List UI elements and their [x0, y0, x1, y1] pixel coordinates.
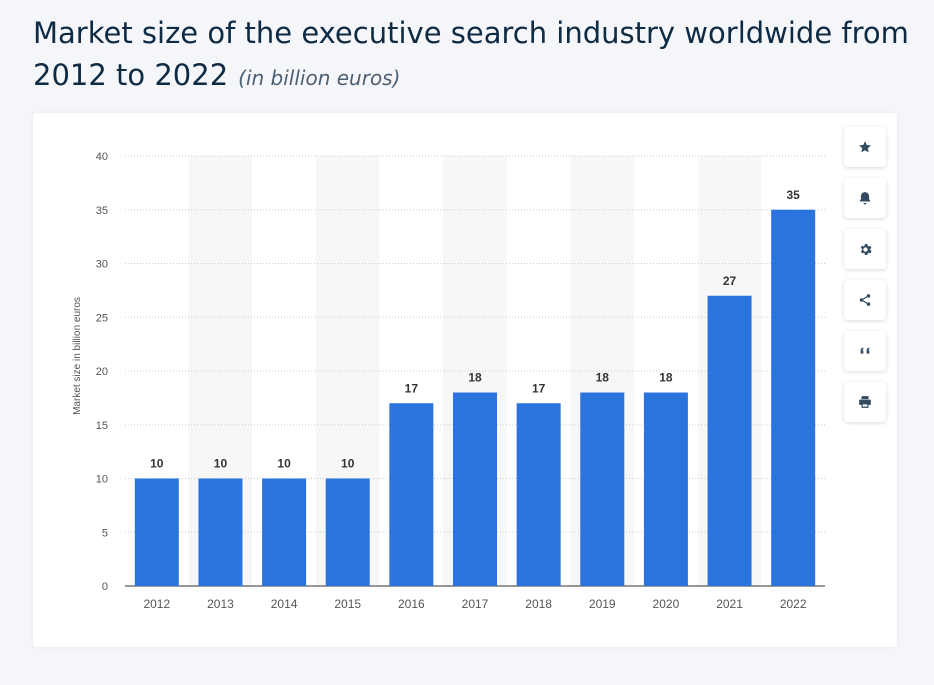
- bar-2019: [580, 392, 625, 586]
- chart-card: 0 5 10 15 20 25 30 35 40 Market size in billion e…: [33, 113, 897, 647]
- y-tick-label: 0: [102, 581, 108, 593]
- print-icon: [859, 396, 871, 408]
- x-tick-label-2014: 2014: [271, 597, 298, 611]
- y-axis-title: Market size in billion euros: [72, 297, 83, 415]
- cite-button[interactable]: [844, 331, 886, 371]
- x-tick-label-2012: 2012: [143, 597, 170, 611]
- x-tick-label-2019: 2019: [589, 597, 616, 611]
- data-label-2018: 17: [532, 381, 546, 395]
- gear-icon: [860, 243, 872, 255]
- x-tick-label-2013: 2013: [207, 597, 234, 611]
- data-label-2019: 18: [596, 371, 610, 385]
- chart-toolbar: [844, 127, 886, 433]
- x-tick-label-2017: 2017: [462, 597, 489, 611]
- share-icon: [859, 294, 871, 306]
- bar-2021: [707, 295, 752, 586]
- x-tick-label-2020: 2020: [653, 597, 680, 611]
- x-tick-label-2022: 2022: [780, 597, 807, 611]
- notification-button[interactable]: [844, 178, 886, 218]
- bar-2013: [198, 478, 243, 586]
- data-label-2021: 27: [723, 274, 737, 288]
- bar-2014: [262, 478, 307, 586]
- chart-title-text: Market size of the executive search indu…: [33, 16, 909, 92]
- bar-2018: [516, 403, 561, 586]
- data-label-2016: 17: [405, 381, 419, 395]
- x-tick-label-2021: 2021: [716, 597, 743, 611]
- bar-2015: [325, 478, 370, 586]
- y-tick-label: 25: [96, 312, 108, 324]
- bar-2022: [771, 209, 816, 586]
- x-tick-label-2018: 2018: [525, 597, 552, 611]
- y-tick-label: 35: [96, 205, 108, 217]
- quote-icon: [860, 347, 869, 354]
- bar-chart: 0 5 10 15 20 25 30 35 40 Market size in billion e…: [72, 151, 825, 611]
- y-tick-label: 10: [96, 474, 108, 486]
- data-label-2017: 18: [468, 371, 482, 385]
- favorite-button[interactable]: [844, 127, 886, 167]
- chart-subtitle: (in billion euros): [238, 66, 401, 90]
- x-tick-label-2016: 2016: [398, 597, 425, 611]
- y-tick-label: 30: [96, 259, 108, 271]
- data-label-2014: 10: [277, 457, 291, 471]
- settings-button[interactable]: [844, 229, 886, 269]
- star-icon: [859, 141, 871, 153]
- y-tick-label: 15: [96, 420, 108, 432]
- bell-icon: [859, 192, 871, 205]
- x-tick-label-2015: 2015: [334, 597, 361, 611]
- share-button[interactable]: [844, 280, 886, 320]
- bar-2012: [134, 478, 179, 586]
- bar-2017: [453, 392, 497, 586]
- chart-title: Market size of the executive search indu…: [33, 12, 923, 99]
- print-button[interactable]: [844, 382, 886, 422]
- bar-2016: [389, 403, 434, 586]
- bar-2020: [643, 392, 688, 586]
- data-label-2022: 35: [787, 188, 801, 202]
- y-tick-label: 20: [96, 366, 108, 378]
- y-tick-label: 40: [96, 151, 108, 163]
- chart-header: Market size of the executive search indu…: [33, 12, 923, 99]
- data-label-2020: 18: [659, 371, 673, 385]
- data-label-2013: 10: [214, 457, 228, 471]
- data-label-2015: 10: [341, 457, 355, 471]
- data-label-2012: 10: [150, 457, 164, 471]
- y-tick-label: 5: [102, 527, 108, 539]
